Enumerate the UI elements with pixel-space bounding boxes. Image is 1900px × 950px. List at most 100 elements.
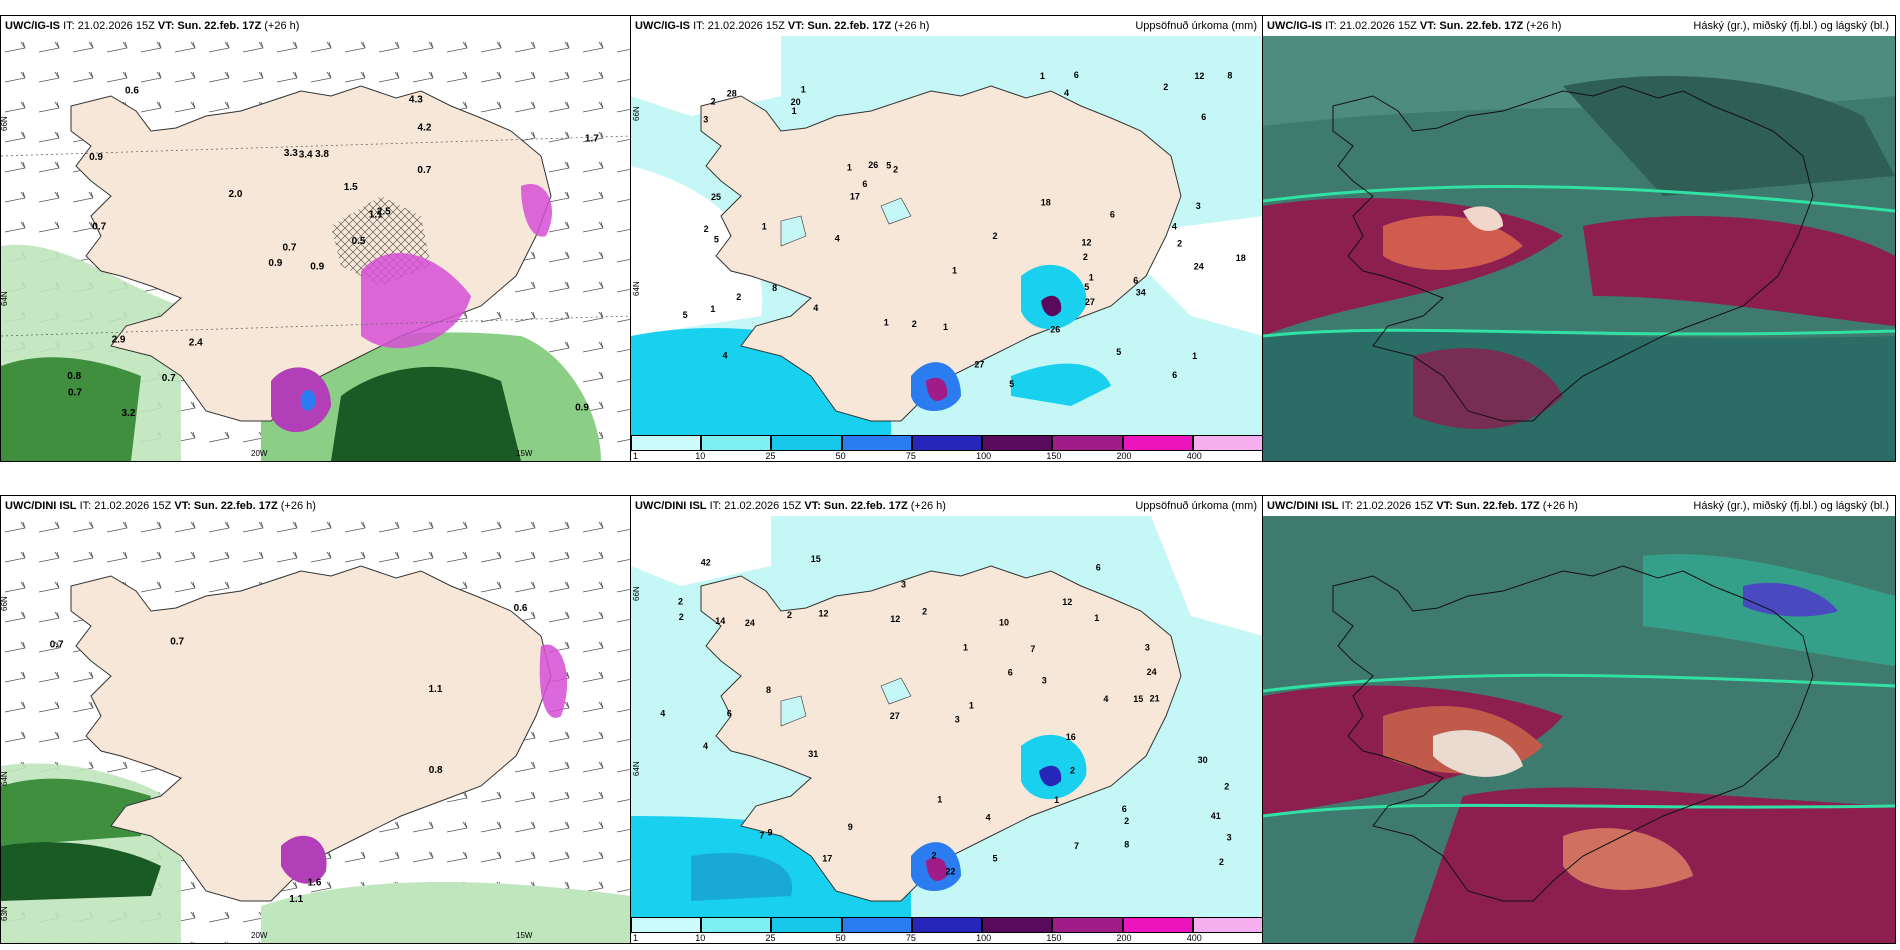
precip-area-southwest-heavy: [691, 852, 793, 901]
precip-value-label: 1: [943, 322, 948, 332]
valid-time: VT: Sun. 22.feb. 17Z: [787, 20, 892, 32]
precip-value-label: 7: [759, 830, 764, 840]
precip-value-label: 18: [1236, 253, 1246, 263]
colorbar-label: 75: [905, 933, 916, 943]
lon-label-20w: 20W: [251, 449, 268, 458]
lat-label-64: 64N: [632, 281, 641, 296]
precip-value-label: 7: [1074, 841, 1079, 851]
precip-value-label: 4: [986, 812, 991, 822]
precip-value-label: 3: [955, 715, 960, 725]
panel-header: UWC/DINI ISL IT: 21.02.2026 15Z VT: Sun.…: [631, 496, 1263, 516]
precip-area-southwest: [1, 357, 141, 461]
precip-value-label: 3: [901, 579, 906, 589]
precip-value-label: 2: [893, 165, 898, 175]
cloud-band-white: [1463, 206, 1503, 231]
precip-value-label: 1: [710, 304, 715, 314]
colorbar-label: 50: [835, 451, 846, 461]
colorbar-segment: [1122, 917, 1193, 933]
precip-value-label: 0.6: [514, 603, 528, 614]
precip-map: 66N 64N 22412514153221131258821724120151…: [631, 36, 1263, 435]
precip-value-label: 2: [1070, 766, 1075, 776]
precip-value-label: 26: [1050, 325, 1060, 335]
init-time: IT: 21.02.2026 15Z: [709, 500, 802, 512]
precip-value-label: 5: [714, 235, 719, 245]
precip-value-label: 30: [1198, 755, 1208, 765]
precip-value-label: 4.3: [409, 94, 423, 105]
colorbar-segment: [982, 917, 1053, 933]
precip-value-label: 6: [1074, 70, 1079, 80]
precip-value-label: 1: [884, 317, 889, 327]
heavy-precip-core: [300, 389, 316, 411]
precip-colorbar: 1 10 25 50 75 100 150 200 400: [631, 435, 1263, 461]
precip-value-label: 27: [1085, 297, 1095, 307]
panel-igis-precip: UWC/IG-IS IT: 21.02.2026 15Z VT: Sun. 22…: [630, 15, 1264, 462]
precip-value-label: 0.8: [429, 765, 443, 776]
precip-value-label: 6: [1122, 804, 1127, 814]
precip-value-label: 5: [1009, 379, 1014, 389]
precip-value-label: 1.1: [429, 684, 443, 695]
model-name: UWC/DINI ISL: [635, 500, 707, 512]
colorbar-label: 200: [1116, 451, 1132, 461]
precip-value-label: 4: [660, 708, 665, 718]
colorbar-segment: [1052, 435, 1123, 451]
heavy-precip-east: [521, 184, 552, 237]
precip-value-label: 0.7: [92, 221, 106, 232]
precip-value-label: 0.9: [575, 403, 589, 414]
colorbar-segment: [631, 917, 702, 933]
dry-area-nw: [631, 516, 771, 586]
cloud-band-ne: [1563, 76, 1895, 196]
cloud-band-south-red: [1413, 348, 1563, 430]
precip-value-label: 2: [679, 612, 684, 622]
lat-label-63: 63N: [1, 906, 9, 921]
precip-value-label: 41: [1211, 811, 1221, 821]
precip-value-label: 0.9: [268, 258, 282, 269]
precip-value-label: 24: [745, 618, 755, 628]
precip-area-west-dark: [1, 778, 151, 846]
lake-a: [780, 215, 807, 247]
precip-value-label: 2: [993, 231, 998, 241]
precip-value-label: 7: [1030, 644, 1035, 654]
precip-value-label: 4: [813, 303, 818, 313]
colorbar-label: 10: [695, 933, 706, 943]
model-name: UWC/DINI ISL: [5, 500, 77, 512]
panel-header: UWC/DINI ISL IT: 21.02.2026 15Z VT: Sun.…: [1263, 496, 1895, 516]
precip-value-label: 3.3: [284, 148, 298, 159]
precip-value-label: 14: [715, 616, 725, 626]
precip-value-label: 2: [1224, 782, 1229, 792]
lon-label-15w: 15W: [516, 931, 533, 940]
lead-time: (+26 h): [1542, 500, 1578, 512]
precip-value-label: 2: [1124, 816, 1129, 826]
precip-value-label: 2: [1163, 82, 1168, 92]
colorbar-segment: [841, 435, 912, 451]
precip-value-label: 1: [969, 701, 974, 711]
cloud-map: [1263, 516, 1895, 943]
precip-value-label: 12: [1062, 597, 1072, 607]
precip-value-label: 8: [1124, 839, 1129, 849]
lon-label-15w: 15W: [516, 449, 533, 458]
precip-max-south: [926, 377, 948, 401]
precip-value-label: 3: [703, 115, 708, 125]
colorbar-label: 50: [835, 933, 846, 943]
precip-value-label: 24: [1194, 262, 1204, 272]
precip-value-label: 1: [1054, 795, 1059, 805]
precip-value-label: 10: [999, 618, 1009, 628]
cloud-edge-line: [1263, 185, 1895, 213]
precip-value-label: 4: [1172, 221, 1177, 231]
precip-value-label: 25: [711, 192, 721, 202]
precip-value-label: 2: [1177, 238, 1182, 248]
precip-value-label: 5: [886, 161, 891, 171]
colorbar-label: 25: [765, 451, 776, 461]
precip-value-label: 42: [701, 558, 711, 568]
colorbar-segment: [771, 917, 842, 933]
precip-value-label: 17: [822, 853, 832, 863]
colorbar-segment: [701, 917, 772, 933]
precip-max-south: [926, 857, 948, 881]
precip-value-label: 6: [1096, 563, 1101, 573]
precip-value-label: 22: [945, 866, 955, 876]
colorbar-segment: [1052, 917, 1123, 933]
init-time: IT: 21.02.2026 15Z: [693, 20, 785, 32]
precip-area-southwest: [1, 842, 161, 901]
precip-value-label: 6: [1133, 276, 1138, 286]
heavy-precip-east: [539, 644, 568, 718]
colorbar-label: 400: [1186, 451, 1202, 461]
